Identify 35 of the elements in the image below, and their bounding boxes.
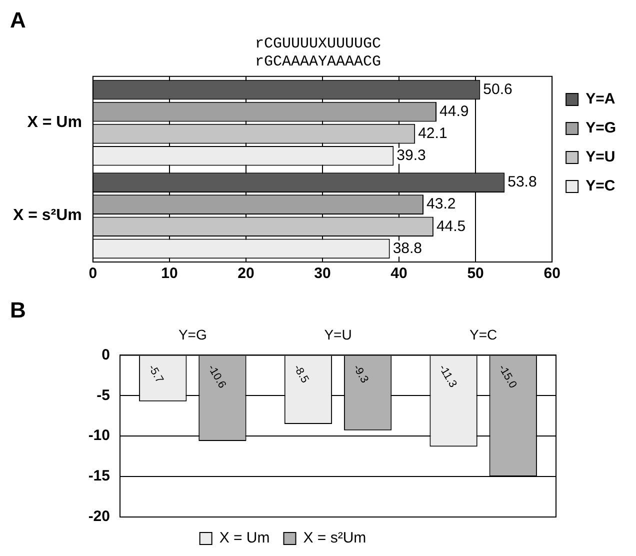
data-label: 53.8 bbox=[508, 174, 537, 191]
data-label: 38.8 bbox=[392, 240, 422, 257]
data-label: 43.2 bbox=[426, 196, 456, 213]
legend-label: Y=C bbox=[586, 178, 616, 195]
y-tick-label: -20 bbox=[88, 508, 110, 526]
y-tick-label: -15 bbox=[88, 468, 110, 485]
data-label: 42.1 bbox=[418, 124, 448, 142]
legend-label: Y=A bbox=[586, 90, 616, 108]
data-label: 44.9 bbox=[440, 102, 469, 120]
legend-label: Y=U bbox=[586, 148, 616, 166]
text: rCGUUUUXUUUUGC bbox=[254, 35, 382, 52]
chart-title: A bbox=[10, 7, 26, 32]
text: rGCAAAAYAAAACG bbox=[254, 53, 382, 70]
y-tick-label: -10 bbox=[88, 427, 110, 444]
chart-title: B bbox=[10, 297, 26, 322]
data-label: 39.3 bbox=[396, 147, 426, 164]
x-tick-label: Y=C bbox=[470, 326, 498, 343]
data-label: -9.3 bbox=[350, 362, 370, 386]
data-label: -5.7 bbox=[146, 362, 166, 386]
x-tick-label: 40 bbox=[390, 265, 408, 282]
x-tick-label: 20 bbox=[238, 265, 254, 282]
legend-label: Y=G bbox=[586, 120, 616, 137]
legend-label: X = s²Um bbox=[303, 530, 366, 547]
x-tick-label: Y=G bbox=[178, 326, 207, 343]
legend-label: X = Um bbox=[219, 530, 270, 547]
x-tick-label: 60 bbox=[544, 265, 560, 282]
x-tick-label: Y=U bbox=[324, 326, 352, 343]
data-label: 44.5 bbox=[436, 218, 466, 235]
x-tick-label: 50 bbox=[467, 265, 484, 282]
x-tick-label: 10 bbox=[161, 265, 178, 282]
data-label: 50.6 bbox=[483, 80, 512, 98]
data-label: -8.5 bbox=[290, 362, 311, 386]
y-tick-label: -5 bbox=[96, 386, 110, 404]
y-tick-label: 0 bbox=[102, 346, 110, 364]
x-tick-label: 30 bbox=[314, 265, 331, 282]
